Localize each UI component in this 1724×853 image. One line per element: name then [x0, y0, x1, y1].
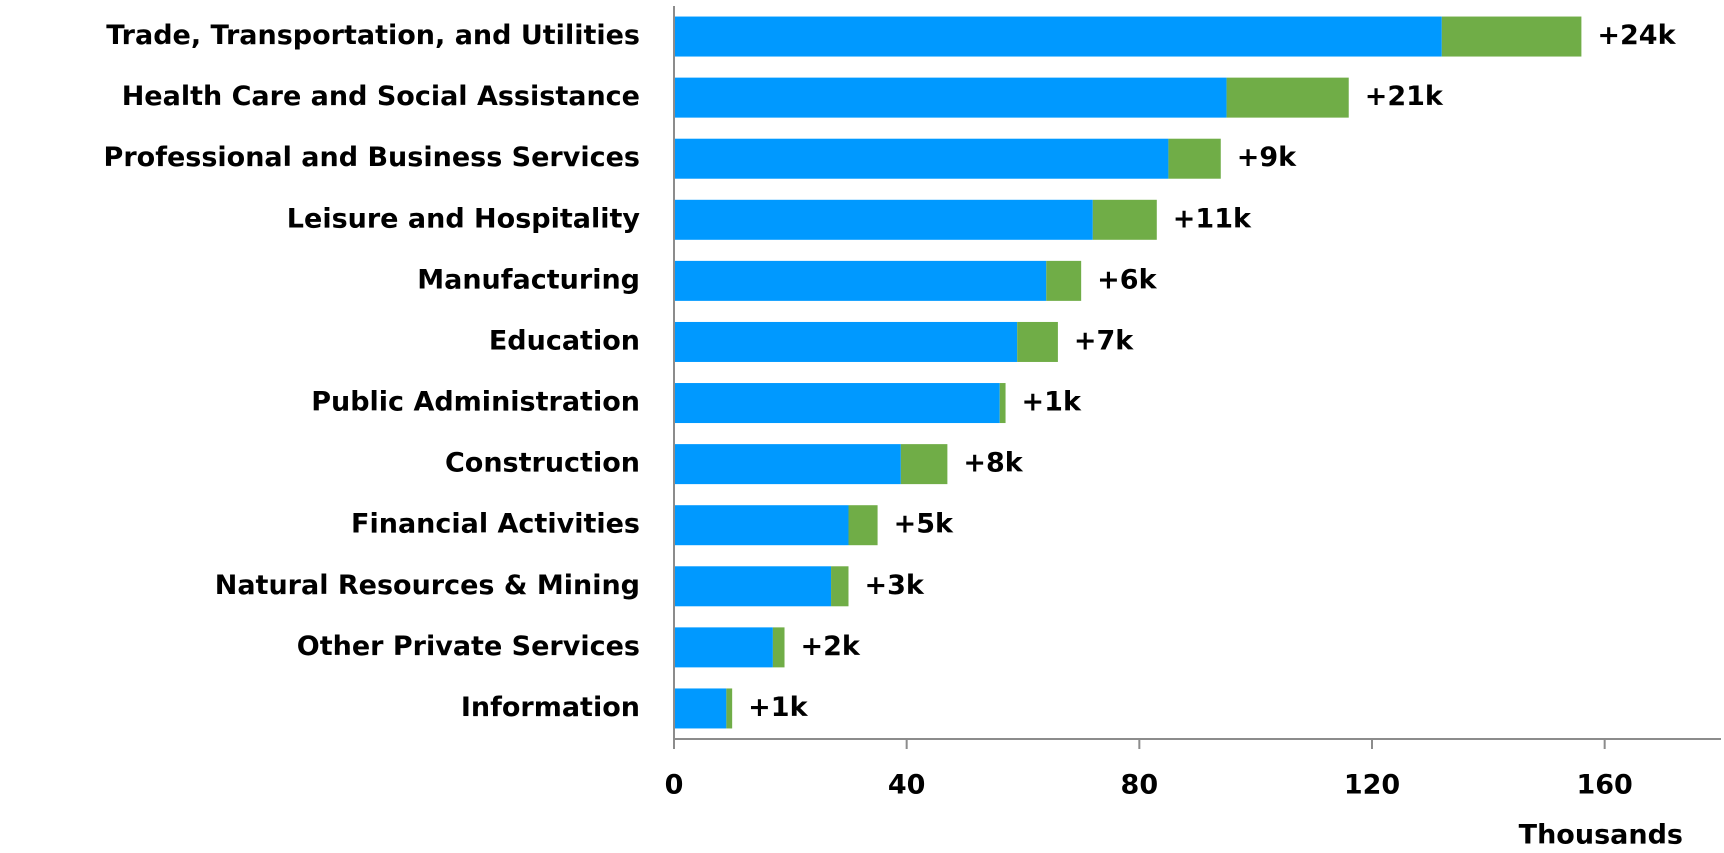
bar-segment [1226, 77, 1349, 118]
bar-segment [674, 260, 1047, 301]
x-tick-label: 40 [888, 770, 926, 801]
bar-segment [674, 77, 1227, 118]
data-label: +11k [1173, 203, 1252, 234]
bar-segment [674, 566, 832, 607]
y-tick-label: Other Private Services [297, 631, 640, 662]
y-tick-label: Information [461, 692, 640, 723]
bar-segment [999, 383, 1006, 424]
bar-segment [1017, 321, 1058, 362]
bar-segment [900, 444, 948, 485]
y-tick-label: Manufacturing [417, 264, 640, 295]
bar-segment [848, 505, 878, 546]
bar-segment [772, 627, 785, 668]
data-label: +7k [1074, 325, 1134, 356]
y-tick-label: Education [489, 325, 640, 356]
y-tick-label: Public Administration [311, 387, 640, 418]
data-label: +3k [865, 570, 925, 601]
bar-segment [674, 199, 1093, 240]
y-tick-label: Financial Activities [351, 509, 640, 540]
bar-segment [1092, 199, 1157, 240]
y-tick-label: Leisure and Hospitality [287, 203, 641, 234]
bar-segment [1168, 138, 1221, 179]
y-tick-label: Construction [445, 448, 640, 479]
data-label: +8k [963, 448, 1023, 479]
bar-segment [1441, 16, 1582, 57]
y-tick-label: Health Care and Social Assistance [122, 81, 640, 112]
data-label: +24k [1597, 20, 1676, 51]
data-label: +9k [1237, 142, 1297, 173]
y-tick-label: Trade, Transportation, and Utilities [106, 20, 640, 51]
x-tick-label: 120 [1344, 770, 1400, 801]
bar-segment [674, 688, 727, 729]
y-tick-label: Professional and Business Services [104, 142, 640, 173]
x-tick-label: 160 [1576, 770, 1632, 801]
bar-segment [831, 566, 849, 607]
data-label: +1k [1022, 387, 1082, 418]
x-tick-label: 0 [665, 770, 684, 801]
bar-segment [674, 16, 1442, 57]
data-label: +5k [894, 509, 954, 540]
x-axis-label: Thousands [1519, 820, 1683, 851]
bar-segment [674, 321, 1018, 362]
bar-segment [674, 383, 1000, 424]
bar-segment [674, 627, 773, 668]
y-tick-label: Natural Resources & Mining [215, 570, 640, 601]
bar-segment [674, 444, 901, 485]
bar-segment [1046, 260, 1082, 301]
bar-segment [674, 505, 849, 546]
bar-segment [726, 688, 733, 729]
data-label: +6k [1097, 264, 1157, 295]
x-tick-label: 80 [1121, 770, 1159, 801]
data-label: +21k [1365, 81, 1444, 112]
data-label: +2k [801, 631, 861, 662]
data-label: +1k [748, 692, 808, 723]
bar-segment [674, 138, 1169, 179]
